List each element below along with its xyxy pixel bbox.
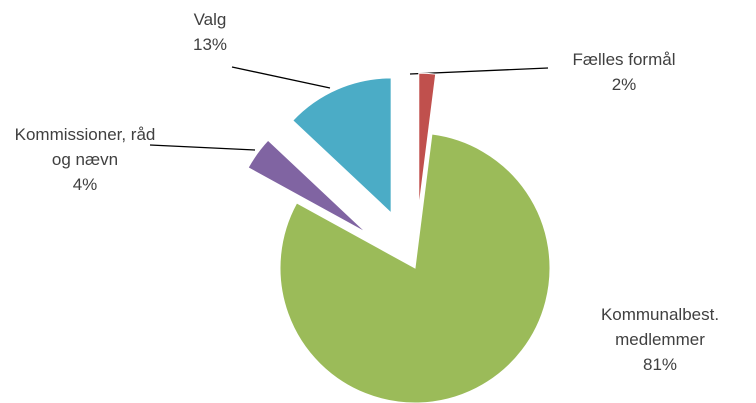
value-label: 4% <box>72 175 98 194</box>
value-label: 81% <box>642 355 678 374</box>
pie-slice <box>279 133 551 403</box>
pie-slice <box>418 72 437 209</box>
slice-label: Kommunalbest. medlemmer 81% <box>565 302 755 377</box>
category-name: Kommissioner, råd og nævn <box>14 125 156 169</box>
category-name: Valg <box>193 10 227 29</box>
value-label: 13% <box>192 35 228 54</box>
leader-line <box>149 144 256 151</box>
category-name: Kommunalbest. medlemmer <box>600 305 720 349</box>
slice-label: Kommissioner, råd og nævn 4% <box>5 122 165 197</box>
slice-label: Valg 13% <box>150 7 270 57</box>
pie-slice <box>292 77 392 215</box>
value-label: 2% <box>611 75 637 94</box>
leader-line <box>409 67 549 75</box>
category-name: Fælles formål <box>572 50 676 69</box>
slice-label: Fælles formål 2% <box>539 47 709 97</box>
pie-slice <box>247 139 367 234</box>
leader-line <box>231 66 331 89</box>
